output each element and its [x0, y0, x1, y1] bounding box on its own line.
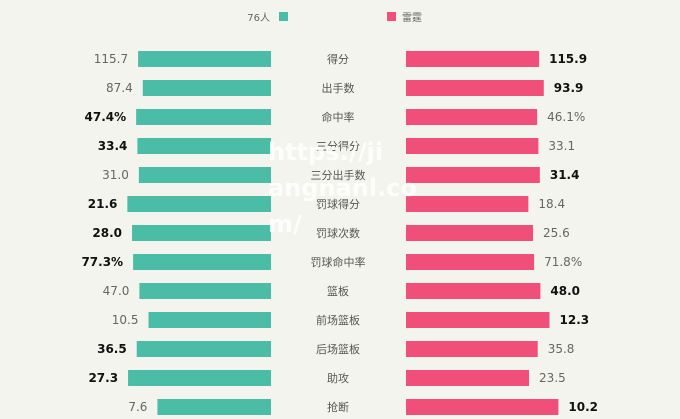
- watermark-line-2: angnanl.co: [268, 174, 417, 202]
- bar-right-10: [406, 341, 538, 357]
- value-label-left-4: 31.0: [102, 168, 129, 182]
- row-6: 28.0 25.6 罚球次数: [92, 225, 570, 241]
- value-label-left-9: 10.5: [112, 313, 139, 327]
- watermark-line-3: m/: [268, 210, 302, 238]
- value-label-left-12: 7.6: [128, 400, 147, 414]
- row-10: 36.5 35.8 后场篮板: [97, 341, 574, 357]
- bar-left-3: [137, 138, 271, 154]
- value-label-left-5: 21.6: [88, 197, 118, 211]
- bar-right-0: [406, 51, 540, 67]
- category-label-2: 命中率: [322, 110, 355, 124]
- legend: 76人 雷霆: [247, 12, 422, 24]
- value-label-right-10: 35.8: [548, 342, 575, 356]
- value-label-right-3: 33.1: [548, 139, 575, 153]
- row-0: 115.7 115.9 得分: [94, 51, 587, 67]
- category-label-5: 罚球得分: [316, 197, 360, 211]
- bar-right-7: [406, 254, 535, 270]
- bar-right-1: [406, 80, 544, 96]
- value-label-left-6: 28.0: [92, 226, 122, 240]
- category-label-0: 得分: [327, 53, 349, 66]
- category-label-3: 三分得分: [316, 140, 360, 153]
- value-label-left-8: 47.0: [103, 284, 130, 298]
- category-label-12: 抢断: [327, 400, 349, 414]
- value-label-right-0: 115.9: [549, 52, 587, 66]
- watermark: https://ji angnanl.co m/: [268, 138, 417, 238]
- bar-right-6: [406, 225, 534, 241]
- value-label-right-6: 25.6: [543, 226, 570, 240]
- bar-left-0: [138, 51, 271, 67]
- row-7: 77.3% 71.8% 罚球命中率: [81, 254, 582, 270]
- row-12: 7.6 10.2 抢断: [128, 399, 598, 415]
- value-label-left-11: 27.3: [88, 371, 118, 385]
- bar-left-4: [138, 167, 271, 183]
- bar-left-9: [148, 312, 271, 328]
- row-5: 21.6 18.4 罚球得分: [88, 196, 565, 212]
- bar-left-2: [136, 109, 271, 125]
- bar-right-5: [406, 196, 529, 212]
- value-label-left-10: 36.5: [97, 342, 127, 356]
- bar-left-8: [139, 283, 271, 299]
- legend-label-right: 雷霆: [402, 12, 422, 24]
- bar-left-11: [128, 370, 271, 386]
- value-label-right-1: 93.9: [554, 81, 584, 95]
- bar-left-10: [136, 341, 271, 357]
- category-label-1: 出手数: [322, 81, 355, 95]
- category-label-7: 罚球命中率: [311, 255, 366, 269]
- value-label-right-2: 46.1%: [547, 110, 585, 124]
- row-8: 47.0 48.0 篮板: [103, 283, 580, 299]
- category-label-8: 篮板: [327, 284, 349, 298]
- bar-left-12: [157, 399, 271, 415]
- category-label-10: 后场篮板: [316, 342, 360, 356]
- row-1: 87.4 93.9 出手数: [106, 80, 583, 96]
- legend-swatch-left: [279, 12, 288, 21]
- value-label-left-7: 77.3%: [81, 255, 123, 269]
- value-label-left-1: 87.4: [106, 81, 133, 95]
- bar-left-5: [127, 196, 271, 212]
- category-label-4: 三分出手数: [311, 168, 366, 182]
- value-label-right-5: 18.4: [538, 197, 565, 211]
- value-label-left-2: 47.4%: [85, 110, 127, 124]
- legend-label-left: 76人: [247, 12, 270, 24]
- value-label-right-9: 12.3: [560, 313, 590, 327]
- category-label-11: 助攻: [327, 371, 349, 385]
- value-label-right-12: 10.2: [568, 400, 598, 414]
- bar-right-9: [406, 312, 550, 328]
- value-label-left-0: 115.7: [94, 52, 128, 66]
- bar-right-4: [406, 167, 540, 183]
- row-4: 31.0 31.4 三分出手数: [102, 167, 579, 183]
- value-label-right-7: 71.8%: [544, 255, 582, 269]
- bar-right-2: [406, 109, 538, 125]
- bar-right-3: [406, 138, 539, 154]
- bar-right-12: [406, 399, 559, 415]
- value-label-right-4: 31.4: [550, 168, 580, 182]
- legend-swatch-right: [387, 12, 396, 21]
- value-label-right-8: 48.0: [550, 284, 580, 298]
- category-label-9: 前场篮板: [316, 313, 360, 327]
- row-3: 33.4 33.1 三分得分: [98, 138, 575, 154]
- bar-right-11: [406, 370, 530, 386]
- category-label-6: 罚球次数: [316, 226, 360, 240]
- bar-left-7: [133, 254, 271, 270]
- watermark-line-1: https://ji: [268, 138, 383, 166]
- value-label-right-11: 23.5: [539, 371, 566, 385]
- bar-left-6: [132, 225, 271, 241]
- bar-right-8: [406, 283, 541, 299]
- row-9: 10.5 12.3 前场篮板: [112, 312, 589, 328]
- row-11: 27.3 23.5 助攻: [88, 370, 566, 386]
- bar-left-1: [142, 80, 271, 96]
- row-2: 47.4% 46.1% 命中率: [85, 109, 585, 125]
- value-label-left-3: 33.4: [98, 139, 128, 153]
